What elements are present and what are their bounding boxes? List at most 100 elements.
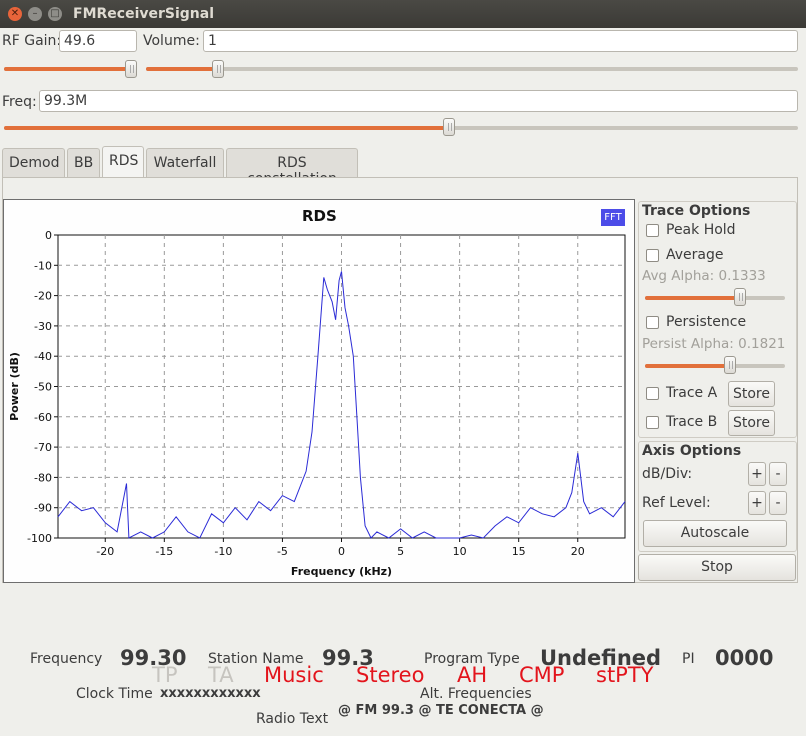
avg-alpha-slider-handle[interactable] <box>734 288 747 306</box>
axis-options-title: Axis Options <box>642 443 742 459</box>
x-tick-label: -10 <box>214 545 232 558</box>
db-div-plus-button[interactable]: + <box>748 462 766 486</box>
frequency-label: Frequency <box>30 651 103 667</box>
x-tick-label: -15 <box>155 545 173 558</box>
freq-slider[interactable] <box>4 126 798 130</box>
close-icon[interactable]: ✕ <box>8 7 22 21</box>
volume-input[interactable]: 1 <box>203 30 798 52</box>
tab-bb[interactable]: BB <box>67 148 100 177</box>
trace-options-group <box>638 201 797 438</box>
persist-alpha-label: Persist Alpha: 0.1821 <box>642 336 786 352</box>
title-bar <box>0 0 806 28</box>
rf-gain-slider-fill <box>4 67 131 71</box>
autoscale-button[interactable]: Autoscale <box>643 520 787 547</box>
y-tick-label: -60 <box>34 411 52 424</box>
persistence-label: Persistence <box>666 314 747 330</box>
station-name-value: 99.3 <box>322 646 374 670</box>
x-tick-label: 10 <box>453 545 467 558</box>
trace-b-label: Trace B <box>666 414 718 430</box>
music-flag: Music <box>264 663 324 687</box>
persist-alpha-slider[interactable] <box>645 364 785 368</box>
trace-a-label: Trace A <box>666 385 718 401</box>
maximize-icon[interactable]: □ <box>48 7 62 21</box>
y-tick-label: 0 <box>45 229 52 242</box>
ref-level-label: Ref Level: <box>642 495 711 511</box>
rds-spectrum-chart: 0-10-20-30-40-50-60-70-80-90-100-20 -15 -1… <box>8 229 626 578</box>
y-axis-label: Power (dB) <box>8 352 21 421</box>
rds-trace-line <box>57 271 626 539</box>
y-tick-label: -90 <box>34 502 52 515</box>
avg-alpha-slider-fill <box>645 296 741 300</box>
rf-gain-input[interactable]: 49.6 <box>59 30 137 52</box>
y-tick-label: -50 <box>34 381 52 394</box>
avg-alpha-slider[interactable] <box>645 296 785 300</box>
pi-label: PI <box>682 651 695 667</box>
stop-button[interactable]: Stop <box>638 554 796 581</box>
axis-options-group <box>638 441 797 552</box>
station-name-label: Station Name <box>208 651 304 667</box>
persist-alpha-slider-fill <box>645 364 731 368</box>
peak-hold-checkbox[interactable] <box>646 224 659 237</box>
tab-rds-constellation[interactable]: RDS constellation <box>226 148 358 187</box>
minimize-icon[interactable]: – <box>28 7 42 21</box>
freq-slider-fill <box>4 126 449 130</box>
fft-badge[interactable]: FFT <box>601 209 625 226</box>
trace-a-checkbox[interactable] <box>646 387 659 400</box>
x-tick-label: 0 <box>338 545 345 558</box>
store-trace-a-button[interactable]: Store <box>728 381 775 407</box>
tp-flag: TP <box>152 663 178 687</box>
y-tick-label: -20 <box>34 290 52 303</box>
y-tick-label: -40 <box>34 350 52 363</box>
freq-input[interactable]: 99.3M <box>39 90 798 112</box>
rf-gain-slider-handle[interactable] <box>124 60 137 78</box>
average-checkbox[interactable] <box>646 249 659 262</box>
x-tick-label: -20 <box>96 545 114 558</box>
persistence-checkbox[interactable] <box>646 316 659 329</box>
pi-value: 0000 <box>715 646 774 670</box>
ref-level-plus-button[interactable]: + <box>748 491 766 515</box>
plot-title: RDS <box>302 207 337 225</box>
ah-flag: AH <box>457 663 488 687</box>
x-tick-label: 20 <box>571 545 585 558</box>
persist-alpha-slider-handle[interactable] <box>724 356 737 374</box>
y-tick-label: -80 <box>34 471 52 484</box>
avg-alpha-label: Avg Alpha: 0.1333 <box>642 268 766 284</box>
radio-text-label: Radio Text <box>256 711 329 727</box>
average-label: Average <box>666 247 724 263</box>
x-tick-label: 15 <box>512 545 526 558</box>
program-type-value: Undefined <box>540 646 662 670</box>
db-div-label: dB/Div: <box>642 466 693 482</box>
cmp-flag: CMP <box>519 663 565 687</box>
volume-slider[interactable] <box>146 67 798 71</box>
db-div-minus-button[interactable]: - <box>769 462 787 486</box>
y-tick-label: -10 <box>34 259 52 272</box>
ref-level-minus-button[interactable]: - <box>769 491 787 515</box>
volume-slider-fill <box>146 67 218 71</box>
window-title: FMReceiverSignal <box>73 6 215 22</box>
ta-flag: TA <box>208 663 234 687</box>
x-axis-label: Frequency (kHz) <box>291 565 392 578</box>
freq-label: Freq: <box>2 94 37 110</box>
stereo-flag: Stereo <box>356 663 425 687</box>
tab-rds[interactable]: RDS <box>102 146 144 178</box>
y-tick-label: -30 <box>34 320 52 333</box>
clock-time-value: xxxxxxxxxxxx <box>160 686 261 701</box>
rf-gain-slider[interactable] <box>4 67 136 71</box>
y-tick-label: -70 <box>34 441 52 454</box>
store-trace-b-button[interactable]: Store <box>728 410 775 436</box>
tab-waterfall[interactable]: Waterfall <box>146 148 224 177</box>
x-tick-label: -5 <box>277 545 288 558</box>
trace-b-checkbox[interactable] <box>646 416 659 429</box>
program-type-label: Program Type <box>424 651 520 667</box>
peak-hold-label: Peak Hold <box>666 222 736 238</box>
alt-frequencies-label: Alt. Frequencies <box>420 686 532 702</box>
freq-slider-handle[interactable] <box>442 118 455 136</box>
clock-time-label: Clock Time <box>76 686 153 702</box>
volume-label: Volume: <box>143 33 200 49</box>
y-tick-label: -100 <box>27 532 52 545</box>
x-tick-label: 5 <box>397 545 404 558</box>
tab-demod[interactable]: Demod <box>2 148 65 177</box>
volume-slider-handle[interactable] <box>211 60 224 78</box>
radio-text-value: @ FM 99.3 @ TE CONECTA @ <box>338 703 544 718</box>
trace-options-title: Trace Options <box>642 203 751 219</box>
